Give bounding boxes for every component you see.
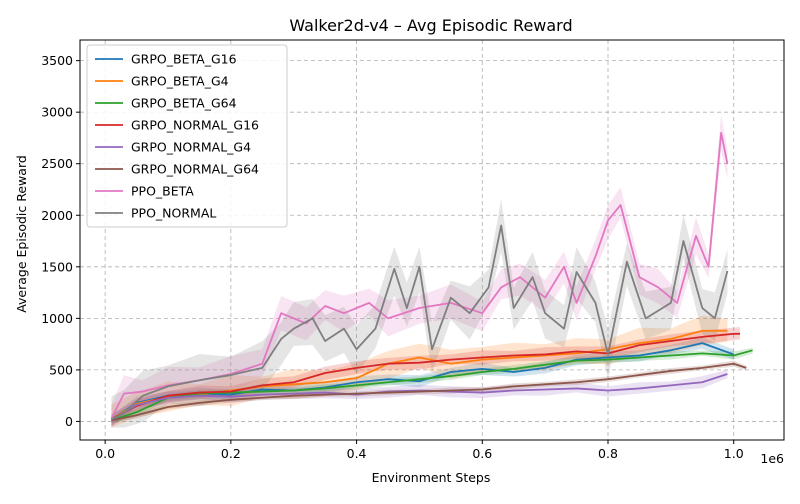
- series-line-GRPO_BETA_G64: [111, 349, 753, 422]
- x-tick-label: 0.4: [347, 446, 367, 461]
- series-line-GRPO_NORMAL_G4: [110, 373, 728, 422]
- y-tick-label: 500: [49, 362, 73, 377]
- legend-label: PPO_NORMAL: [131, 206, 216, 221]
- legend-box: [86, 44, 288, 228]
- legend-label: GRPO_NORMAL_G64: [131, 162, 259, 177]
- y-axis-label: Average Episodic Reward: [14, 155, 29, 313]
- y-tick-label: 0: [65, 414, 73, 429]
- x-tick-label: 0.2: [221, 446, 241, 461]
- legend-label: GRPO_BETA_G16: [131, 52, 237, 67]
- series-band-GRPO_BETA_G4: [111, 315, 728, 428]
- series-band-GRPO_BETA_G64: [111, 347, 753, 424]
- legend-label: GRPO_NORMAL_G16: [131, 118, 259, 133]
- legend: GRPO_BETA_G16 GRPO_BETA_G4 GRPO_BETA_G64 GR…: [86, 44, 288, 228]
- x-axis-label: Environment Steps: [372, 470, 491, 485]
- y-tick-label: 2000: [41, 208, 73, 223]
- x-tick-label: 0.0: [95, 446, 115, 461]
- series-line-GRPO_NORMAL_G64: [111, 362, 747, 422]
- y-tick-label: 3000: [41, 105, 73, 120]
- series-band-PPO_NORMAL: [111, 199, 728, 428]
- x-tick-label: 0.6: [472, 446, 492, 461]
- x-tick-label: 1.0: [724, 446, 744, 461]
- x-tick-label: 0.8: [598, 446, 618, 461]
- series-line-GRPO_NORMAL_G16: [111, 332, 740, 421]
- x-offset-label: 1e6: [760, 451, 784, 466]
- y-tick-label: 2500: [41, 156, 73, 171]
- series-line-PPO_BETA: [110, 131, 729, 419]
- legend-label: GRPO_NORMAL_G4: [131, 140, 251, 155]
- y-tick-label: 1500: [41, 259, 73, 274]
- legend-label: GRPO_BETA_G4: [131, 74, 229, 89]
- series-line-PPO_NORMAL: [111, 224, 729, 421]
- y-tick-label: 3500: [41, 53, 73, 68]
- chart-title: Walker2d-v4 – Avg Episodic Reward: [289, 16, 572, 35]
- legend-label: PPO_BETA: [131, 184, 194, 199]
- series-band-PPO_BETA: [111, 114, 728, 428]
- legend-label: GRPO_BETA_G64: [131, 96, 237, 111]
- y-tick-label: 1000: [41, 311, 73, 326]
- series-band-GRPO_NORMAL_G4: [111, 369, 728, 426]
- plot-area: [80, 40, 784, 440]
- plot-frame: [79, 39, 785, 441]
